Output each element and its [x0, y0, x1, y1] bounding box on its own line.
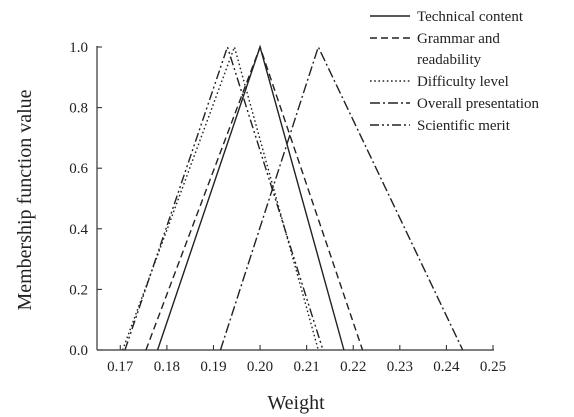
y-axis-title: Membership function value	[14, 89, 36, 310]
series-layer	[121, 44, 464, 351]
legend-label-2: readability	[417, 52, 482, 68]
legend-label-2: Grammar and	[417, 31, 500, 47]
x-axis-title: Weight	[267, 392, 325, 414]
series-line-2	[145, 44, 364, 351]
axes-layer: 0.17 0.18 0.19 0.20 0.21 0.22 0.23 0.24 0.25 0.0 0…	[69, 40, 506, 375]
x-tick-label: 0.25	[480, 359, 506, 375]
x-tick-label: 0.19	[200, 359, 226, 375]
x-tick-label: 0.18	[154, 359, 180, 375]
y-tick-label: 0.4	[69, 222, 88, 238]
x-tick-label: 0.17	[107, 359, 134, 375]
legend-label-3: Difficulty level	[417, 74, 509, 90]
series-line-3	[121, 44, 319, 351]
series-line-5	[124, 44, 324, 351]
y-tick-label: 0.8	[69, 101, 88, 117]
x-tick-label: 0.23	[387, 359, 413, 375]
legend-label-4: Overall presentation	[417, 96, 540, 112]
x-tick-label: 0.22	[340, 359, 366, 375]
y-tick-label: 0.0	[69, 343, 88, 359]
x-tick-label: 0.20	[247, 359, 273, 375]
series-line-1	[156, 44, 345, 351]
legend: Technical content Grammar and readability D…	[370, 9, 540, 134]
y-tick-label: 1.0	[69, 40, 88, 56]
x-tick-label: 0.21	[294, 359, 320, 375]
legend-label-5: Scientific merit	[417, 118, 511, 134]
series-line-4	[219, 45, 464, 351]
x-tick-label: 0.24	[433, 359, 460, 375]
y-tick-label: 0.2	[69, 282, 88, 298]
legend-label-1: Technical content	[417, 9, 524, 25]
y-tick-label: 0.6	[69, 161, 88, 177]
